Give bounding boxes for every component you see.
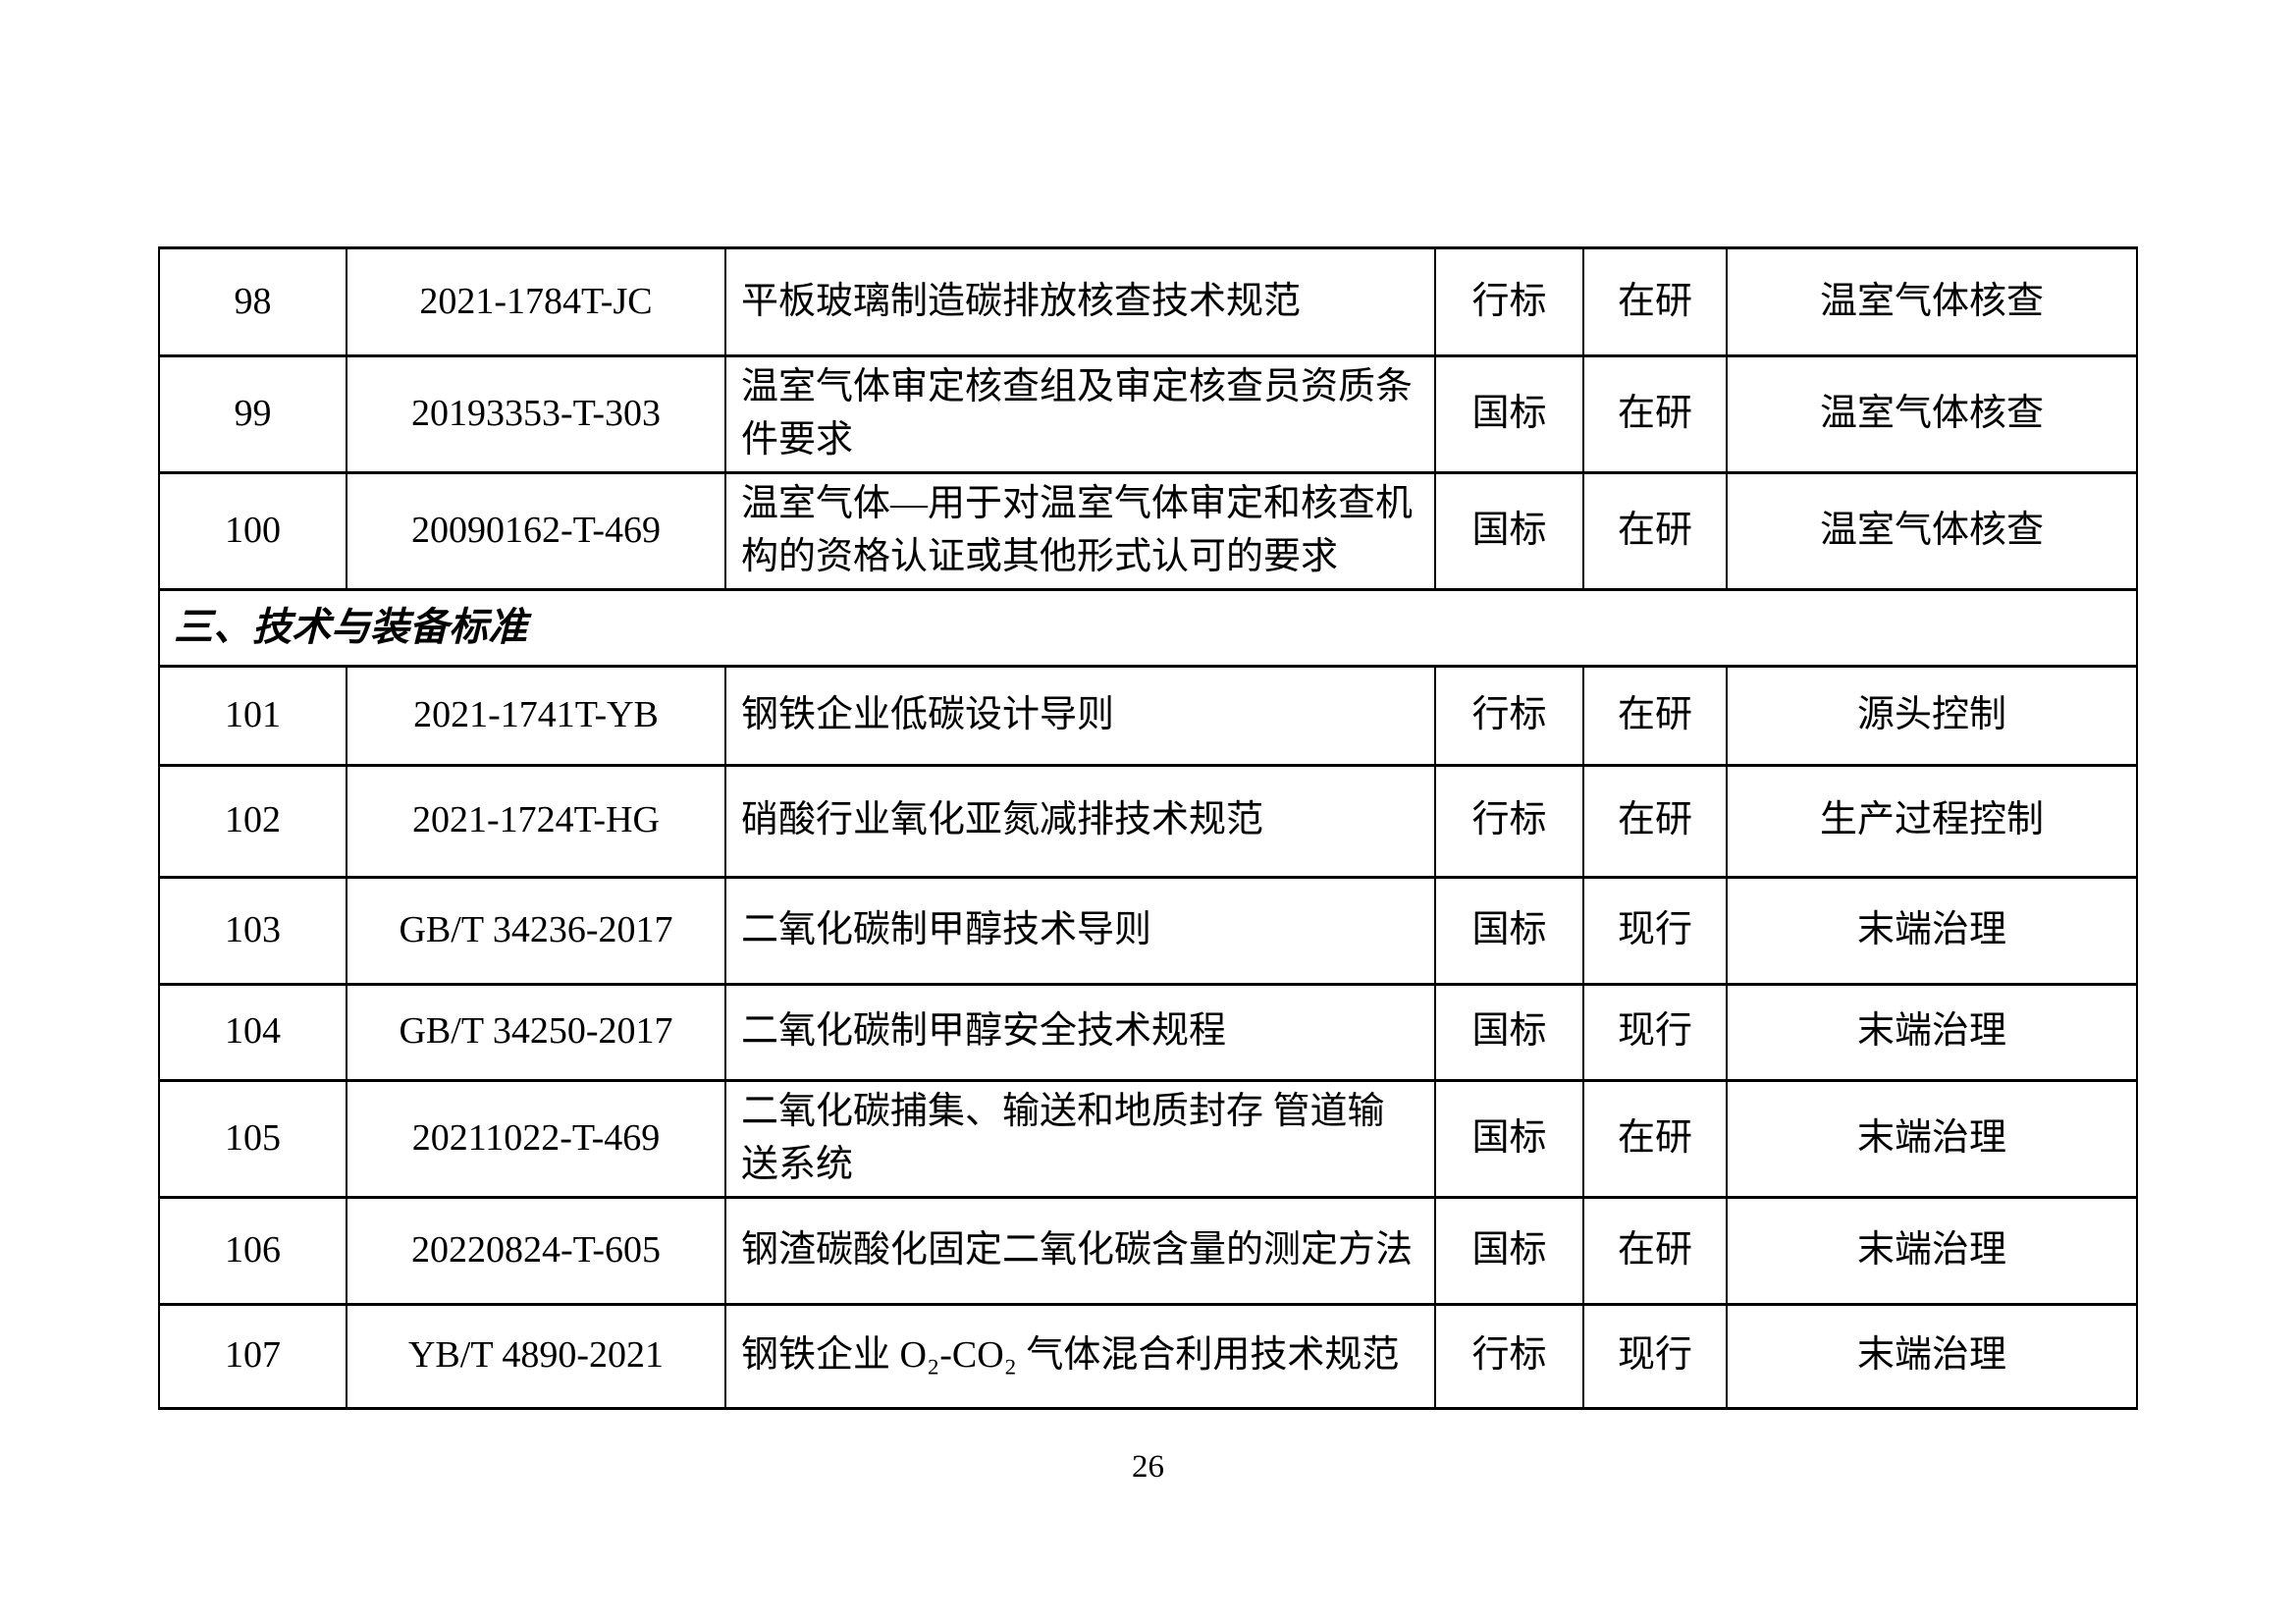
cell-type: 行标 (1434, 246, 1584, 357)
cell-type: 国标 (1434, 875, 1584, 986)
cell-no: 107 (158, 1302, 347, 1410)
cell-code: 2021-1784T-JC (346, 246, 726, 357)
cell-title: 二氧化碳捕集、输送和地质封存 管道输送系统 (724, 1078, 1436, 1199)
cell-title: 钢渣碳酸化固定二氧化碳含量的测定方法 (724, 1195, 1436, 1306)
table-row: 102 2021-1724T-HG 硝酸行业氧化亚氮减排技术规范 行标 在研 生… (158, 763, 2138, 879)
cell-status: 在研 (1582, 763, 1728, 879)
cell-status: 在研 (1582, 664, 1728, 767)
cell-status: 在研 (1582, 1195, 1728, 1306)
cell-title: 二氧化碳制甲醇安全技术规程 (724, 982, 1436, 1082)
table-row: 103 GB/T 34236-2017 二氧化碳制甲醇技术导则 国标 现行 末端… (158, 875, 2138, 986)
table-row: 98 2021-1784T-JC 平板玻璃制造碳排放核查技术规范 行标 在研 温… (158, 246, 2138, 357)
cell-category: 末端治理 (1726, 875, 2138, 986)
cell-title: 钢铁企业 O₂-CO₂ 气体混合利用技术规范 (724, 1302, 1436, 1410)
cell-no: 106 (158, 1195, 347, 1306)
cell-category: 温室气体核查 (1726, 470, 2138, 591)
cell-title: 温室气体审定核查组及审定核查员资质条件要求 (724, 354, 1436, 474)
cell-no: 101 (158, 664, 347, 767)
table-row: 104 GB/T 34250-2017 二氧化碳制甲醇安全技术规程 国标 现行 … (158, 982, 2138, 1082)
cell-type: 行标 (1434, 1302, 1584, 1410)
cell-no: 103 (158, 875, 347, 986)
section-header: 三、技术与装备标准 (158, 587, 2138, 668)
standards-table: 98 2021-1784T-JC 平板玻璃制造碳排放核查技术规范 行标 在研 温… (158, 246, 2138, 1410)
cell-status: 现行 (1582, 1302, 1728, 1410)
cell-category: 末端治理 (1726, 1195, 2138, 1306)
table-row: 100 20090162-T-469 温室气体—用于对温室气体审定和核查机构的资… (158, 470, 2138, 591)
cell-category: 温室气体核查 (1726, 246, 2138, 357)
cell-status: 在研 (1582, 354, 1728, 474)
table-row: 105 20211022-T-469 二氧化碳捕集、输送和地质封存 管道输送系统… (158, 1078, 2138, 1199)
cell-type: 国标 (1434, 354, 1584, 474)
cell-category: 生产过程控制 (1726, 763, 2138, 879)
cell-title: 钢铁企业低碳设计导则 (724, 664, 1436, 767)
cell-no: 98 (158, 246, 347, 357)
cell-title: 硝酸行业氧化亚氮减排技术规范 (724, 763, 1436, 879)
cell-title: 平板玻璃制造碳排放核查技术规范 (724, 246, 1436, 357)
section-header-row: 三、技术与装备标准 (158, 587, 2138, 668)
page-number: 26 (1132, 1449, 1164, 1485)
cell-code: 2021-1741T-YB (346, 664, 726, 767)
cell-status: 在研 (1582, 470, 1728, 591)
cell-no: 104 (158, 982, 347, 1082)
table-row: 107 YB/T 4890-2021 钢铁企业 O₂-CO₂ 气体混合利用技术规… (158, 1302, 2138, 1410)
cell-category: 末端治理 (1726, 982, 2138, 1082)
cell-status: 在研 (1582, 246, 1728, 357)
cell-code: 20220824-T-605 (346, 1195, 726, 1306)
cell-status: 现行 (1582, 982, 1728, 1082)
cell-code: GB/T 34236-2017 (346, 875, 726, 986)
cell-category: 末端治理 (1726, 1302, 2138, 1410)
cell-no: 100 (158, 470, 347, 591)
cell-code: 20090162-T-469 (346, 470, 726, 591)
cell-category: 源头控制 (1726, 664, 2138, 767)
cell-category: 温室气体核查 (1726, 354, 2138, 474)
cell-title: 二氧化碳制甲醇技术导则 (724, 875, 1436, 986)
cell-status: 在研 (1582, 1078, 1728, 1199)
cell-type: 国标 (1434, 1078, 1584, 1199)
cell-type: 国标 (1434, 470, 1584, 591)
cell-code: 20211022-T-469 (346, 1078, 726, 1199)
cell-no: 99 (158, 354, 347, 474)
cell-type: 行标 (1434, 664, 1584, 767)
table-row: 101 2021-1741T-YB 钢铁企业低碳设计导则 行标 在研 源头控制 (158, 664, 2138, 767)
cell-code: GB/T 34250-2017 (346, 982, 726, 1082)
cell-code: 20193353-T-303 (346, 354, 726, 474)
cell-type: 行标 (1434, 763, 1584, 879)
cell-no: 105 (158, 1078, 347, 1199)
table-row: 106 20220824-T-605 钢渣碳酸化固定二氧化碳含量的测定方法 国标… (158, 1195, 2138, 1306)
table-row: 99 20193353-T-303 温室气体审定核查组及审定核查员资质条件要求 … (158, 354, 2138, 474)
cell-code: YB/T 4890-2021 (346, 1302, 726, 1410)
cell-code: 2021-1724T-HG (346, 763, 726, 879)
cell-no: 102 (158, 763, 347, 879)
cell-type: 国标 (1434, 982, 1584, 1082)
cell-category: 末端治理 (1726, 1078, 2138, 1199)
cell-status: 现行 (1582, 875, 1728, 986)
cell-type: 国标 (1434, 1195, 1584, 1306)
cell-title: 温室气体—用于对温室气体审定和核查机构的资格认证或其他形式认可的要求 (724, 470, 1436, 591)
